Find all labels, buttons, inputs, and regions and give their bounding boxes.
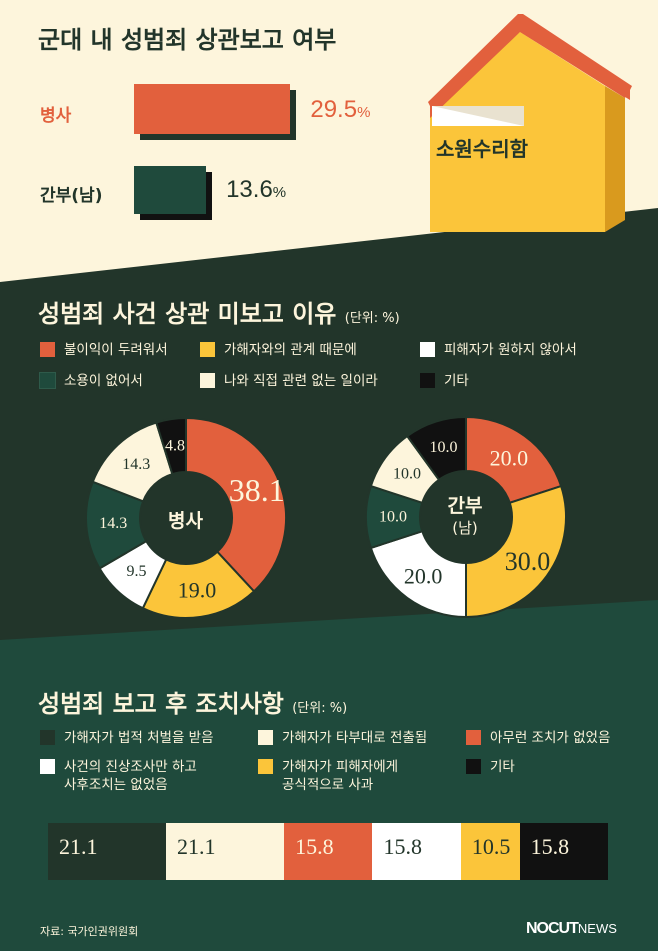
bar-label-soldier: 병사 bbox=[40, 106, 72, 126]
section1-title: 군대 내 성범죄 상관보고 여부 bbox=[38, 26, 337, 54]
donut2-slice bbox=[465, 484, 567, 619]
dark-green-band bbox=[0, 208, 658, 640]
legend3-item-transferred: 가해자가 타부대로 전출됨 bbox=[258, 729, 427, 747]
donut2-slice bbox=[405, 415, 467, 482]
stacked-segment-label: 21.1 bbox=[177, 834, 216, 859]
donut1-slice-label: 19.0 bbox=[178, 578, 217, 603]
legend-swatch bbox=[258, 730, 273, 745]
legend-swatch bbox=[258, 759, 273, 774]
donut2-slice bbox=[369, 529, 467, 619]
legend-swatch bbox=[200, 373, 215, 388]
donut2-slice-label: 10.0 bbox=[393, 466, 421, 483]
bar-soldier bbox=[134, 84, 291, 134]
legend-swatch bbox=[40, 759, 55, 774]
donut1-slice-label: 4.8 bbox=[165, 437, 185, 454]
donut1-slice-label: 9.5 bbox=[127, 563, 147, 580]
stacked-segment-label: 15.8 bbox=[383, 834, 422, 859]
donut2-slice bbox=[465, 415, 563, 505]
stacked-segment: 10.5 bbox=[460, 823, 520, 880]
stacked-segment-label: 10.5 bbox=[471, 834, 511, 859]
legend-swatch bbox=[466, 759, 481, 774]
donut-charts: 38.1 19.0 9.5 14.3 14.3 4.8 20.0 30.0 20.0 10.0 10… bbox=[85, 415, 567, 619]
donut2-slice-label: 10.0 bbox=[429, 439, 457, 456]
legend3-item-apology: 가해자가 피해자에게 공식적으로 사과 bbox=[258, 758, 398, 794]
legend-swatch bbox=[200, 342, 215, 357]
legend-item-fear: 불이익이 두려워서 bbox=[40, 341, 168, 359]
legend-swatch bbox=[40, 342, 55, 357]
legend-item-other: 기타 bbox=[420, 372, 469, 390]
donut1-slice-label: 38.1 bbox=[229, 472, 285, 508]
legend-swatch bbox=[420, 373, 435, 388]
donut2-slice-label: 10.0 bbox=[379, 509, 407, 526]
stacked-bar: 21.1 21.1 15.8 15.8 10.5 15.8 bbox=[48, 823, 608, 880]
legend-item-useless: 소용이 없어서 bbox=[39, 372, 143, 390]
legend3-item-other: 기타 bbox=[466, 758, 515, 776]
donut1-center-label: 병사 bbox=[168, 510, 203, 532]
donut2-center-name: 간부 bbox=[447, 495, 483, 517]
stacked-segment-label: 15.8 bbox=[295, 834, 334, 859]
stacked-segment: 21.1 bbox=[48, 823, 167, 880]
legend3-item-punished: 가해자가 법적 처벌을 받음 bbox=[40, 729, 214, 747]
stacked-segment-label: 15.8 bbox=[530, 834, 570, 859]
mailbox-house-icon bbox=[428, 14, 632, 232]
donut2-slice-label: 20.0 bbox=[404, 564, 443, 589]
legend3-item-investigation-only: 사건의 진상조사만 하고 사후조치는 없었음 bbox=[40, 758, 197, 794]
stacked-segment: 21.1 bbox=[166, 823, 285, 880]
source-note: 자료: 국가인권위원회 bbox=[40, 925, 139, 938]
donut2-slice-label: 30.0 bbox=[505, 547, 551, 576]
legend-swatch bbox=[40, 730, 55, 745]
stacked-segment-label: 21.1 bbox=[59, 834, 98, 859]
donut1-slice-label: 14.3 bbox=[99, 515, 127, 532]
stacked-segment: 15.8 bbox=[519, 823, 608, 880]
brand-logo: NOCUTNEWS bbox=[526, 920, 617, 937]
bar-officer bbox=[134, 166, 207, 214]
bar-label-officer: 간부(남) bbox=[40, 186, 103, 206]
legend-swatch bbox=[39, 372, 56, 389]
legend-swatch bbox=[420, 342, 435, 357]
donut2-center-sub: (남) bbox=[452, 519, 478, 537]
mailbox-label: 소원수리함 bbox=[436, 137, 528, 161]
legend3-item-no-action: 아무런 조치가 없었음 bbox=[466, 729, 610, 747]
section2-title: 성범죄 사건 상관 미보고 이유 (단위: %) bbox=[38, 300, 400, 328]
bar-value-soldier: 29.5% bbox=[310, 96, 371, 123]
legend-item-victim-unwilling: 피해자가 원하지 않아서 bbox=[420, 341, 577, 359]
donut2-center-label: 간부 (남) bbox=[430, 494, 500, 538]
donut1-slice-label: 14.3 bbox=[122, 456, 150, 473]
legend-swatch bbox=[466, 730, 481, 745]
legend-item-unrelated: 나와 직접 관련 없는 일이라 bbox=[200, 372, 378, 390]
donut1-slice bbox=[155, 416, 187, 476]
donut2-slice-label: 20.0 bbox=[490, 445, 529, 470]
legend-item-relationship: 가해자와의 관계 때문에 bbox=[200, 341, 357, 359]
section3-title: 성범죄 보고 후 조치사항 (단위: %) bbox=[38, 690, 348, 718]
stacked-segment: 15.8 bbox=[284, 823, 373, 880]
bar-value-officer: 13.6% bbox=[226, 176, 287, 203]
donut1-slice bbox=[185, 416, 287, 593]
donut1-slice bbox=[141, 550, 256, 619]
stacked-segment: 15.8 bbox=[372, 823, 461, 880]
